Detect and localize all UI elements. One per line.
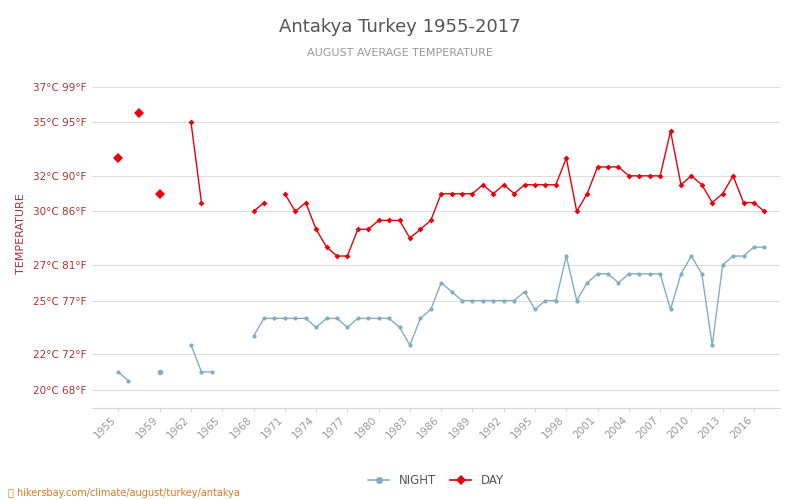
NIGHT: [749, 244, 758, 250]
DAY: [749, 200, 758, 205]
NIGHT: [301, 316, 310, 322]
Text: Antakya Turkey 1955-2017: Antakya Turkey 1955-2017: [279, 18, 521, 36]
Text: 📍 hikersbay.com/climate/august/turkey/antakya: 📍 hikersbay.com/climate/august/turkey/an…: [8, 488, 240, 498]
DAY: [301, 200, 310, 205]
Legend: NIGHT, DAY: NIGHT, DAY: [363, 470, 509, 492]
NIGHT: [572, 298, 582, 304]
DAY: [322, 244, 331, 250]
DAY: [447, 190, 457, 196]
DAY: [426, 218, 435, 224]
Line: NIGHT: NIGHT: [116, 245, 766, 383]
Text: AUGUST AVERAGE TEMPERATURE: AUGUST AVERAGE TEMPERATURE: [307, 48, 493, 58]
Y-axis label: TEMPERATURE: TEMPERATURE: [16, 194, 26, 274]
DAY: [114, 155, 123, 161]
DAY: [572, 208, 582, 214]
NIGHT: [759, 244, 769, 250]
NIGHT: [447, 288, 457, 294]
NIGHT: [322, 316, 331, 322]
DAY: [759, 208, 769, 214]
Line: DAY: DAY: [116, 112, 766, 258]
NIGHT: [114, 369, 123, 375]
NIGHT: [426, 306, 435, 312]
